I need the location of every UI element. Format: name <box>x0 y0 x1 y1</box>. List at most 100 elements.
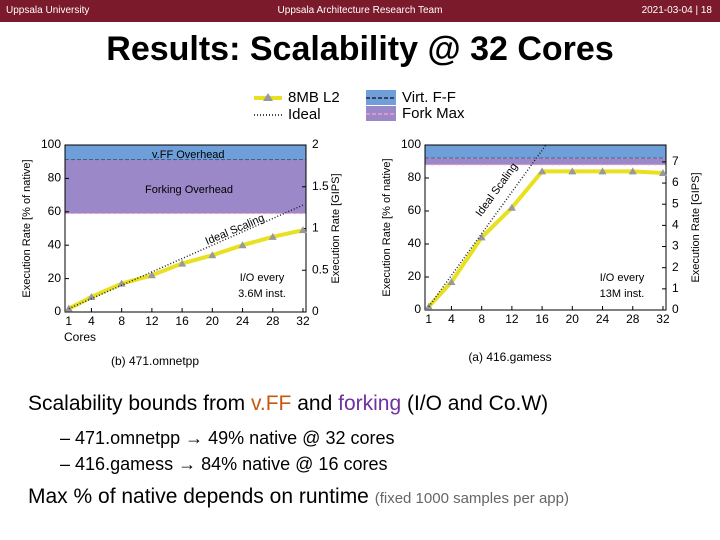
data-point <box>178 259 187 267</box>
x-tick-label: 24 <box>236 314 250 328</box>
y2-tick-label: 0 <box>672 302 679 316</box>
y-tick-label: 40 <box>408 236 422 250</box>
x-tick-label: 8 <box>118 314 125 328</box>
y2-tick-label: 0.5 <box>312 262 329 276</box>
legend-label: Virt. F-F <box>402 89 456 106</box>
x-tick-label: 1 <box>65 314 72 328</box>
annotation: I/O every <box>600 272 645 284</box>
y2-tick-label: 0 <box>312 304 319 318</box>
overhead-band <box>65 160 306 214</box>
y-tick-label: 20 <box>408 269 422 283</box>
y-tick-label: 20 <box>48 271 62 285</box>
legend-label: 8MB L2 <box>288 89 340 106</box>
charts: 8MB L2 Ideal Virt. F-F Fork Max 02040608… <box>20 86 702 369</box>
overhead-band <box>425 158 666 165</box>
annotation: I/O every <box>240 272 285 284</box>
data-point <box>117 279 126 287</box>
data-point <box>447 277 456 285</box>
y-tick-label: 80 <box>48 171 62 185</box>
bullet-text: forking <box>338 392 402 415</box>
data-line <box>427 169 664 309</box>
bullet: Scalability bounds from v.FF and forking… <box>28 392 548 416</box>
y2-tick-label: 1.5 <box>312 179 329 193</box>
slide-title: Results: Scalability @ 32 Cores <box>106 30 614 68</box>
x-axis-label: Cores <box>64 330 96 344</box>
sub-bullet: – 416.gamess → 84% native @ 16 cores <box>60 454 387 475</box>
plot-frame <box>424 144 667 311</box>
y-tick-label: 40 <box>48 237 62 251</box>
legend: 8MB L2 Ideal Virt. F-F Fork Max <box>248 86 472 124</box>
data-point <box>538 167 547 175</box>
y-tick-label: 60 <box>408 203 422 217</box>
y-axis-label: Execution Rate [% of native] <box>21 159 33 297</box>
legend-box <box>248 86 472 124</box>
annotation: Forking Overhead <box>145 184 233 196</box>
annotation: 13M inst. <box>600 288 645 300</box>
bullet-text: Max % of native depends on runtime <box>28 485 375 508</box>
y2-tick-label: 6 <box>672 175 679 189</box>
x-tick-label: 28 <box>626 312 640 326</box>
data-point <box>598 167 607 175</box>
overhead-band <box>425 145 666 159</box>
bullet: Max % of native depends on runtime (fixe… <box>28 485 569 509</box>
data-point <box>298 226 307 234</box>
bullet-text: Scalability bounds from <box>28 392 251 415</box>
bullet-marker: – <box>60 428 71 448</box>
data-point <box>238 241 247 249</box>
bullet-marker: – <box>60 454 71 474</box>
x-tick-label: 16 <box>175 314 189 328</box>
bullet-text: v.FF <box>250 392 292 415</box>
y-tick-label: 0 <box>414 302 421 316</box>
y2-axis-label: Execution Rate [GIPS] <box>690 172 702 282</box>
legend-label: Ideal <box>288 106 321 123</box>
data-point <box>628 167 637 175</box>
y2-tick-label: 2 <box>672 260 679 274</box>
y2-tick-label: 3 <box>672 239 679 253</box>
x-tick-label: 28 <box>266 314 280 328</box>
chart-caption: (b) 471.omnetpp <box>111 354 199 368</box>
bullet-text: (fixed 1000 samples per app) <box>374 490 569 507</box>
y2-tick-label: 1 <box>672 281 679 295</box>
y2-tick-label: 5 <box>672 196 679 210</box>
data-point <box>147 271 156 279</box>
y2-tick-label: 1 <box>312 221 319 235</box>
bullet-text: 416.gamess → 84% native @ 16 cores <box>75 454 388 474</box>
legend-label: Fork Max <box>402 105 465 122</box>
annotation: v.FF Overhead <box>152 149 225 161</box>
data-point <box>268 232 277 240</box>
header-right: 2021-03-04 | 18 <box>641 5 712 16</box>
data-point <box>87 292 96 300</box>
x-tick-label: 20 <box>566 312 580 326</box>
y-axis-label: Execution Rate [% of native] <box>381 158 393 296</box>
y2-tick-label: 4 <box>672 218 679 232</box>
data-point <box>568 167 577 175</box>
header-bar: Uppsala University Uppsala Architecture … <box>0 0 720 22</box>
data-point <box>477 233 486 241</box>
y2-axis-label: Execution Rate [GIPS] <box>330 173 342 283</box>
x-tick-label: 8 <box>478 312 485 326</box>
y2-tick-label: 2 <box>312 137 319 151</box>
data-point <box>507 203 516 211</box>
annotation: 3.6M inst. <box>238 288 286 300</box>
x-tick-label: 32 <box>656 312 670 326</box>
x-tick-label: 1 <box>425 312 432 326</box>
x-tick-label: 4 <box>88 314 95 328</box>
x-tick-label: 12 <box>505 312 519 326</box>
bullet-text: and <box>291 392 339 415</box>
header-center: Uppsala Architecture Research Team <box>277 5 443 16</box>
y-tick-label: 0 <box>54 304 61 318</box>
y-tick-label: 100 <box>401 137 421 151</box>
y-tick-label: 100 <box>41 137 61 151</box>
ideal-line <box>428 145 547 308</box>
x-tick-label: 4 <box>448 312 455 326</box>
data-point <box>658 169 667 177</box>
x-tick-label: 32 <box>296 314 310 328</box>
bullet-text: 471.omnetpp → 49% native @ 32 cores <box>75 428 395 448</box>
sub-bullet: – 471.omnetpp → 49% native @ 32 cores <box>60 428 395 449</box>
x-tick-label: 16 <box>535 312 549 326</box>
x-tick-label: 12 <box>145 314 159 328</box>
y-tick-label: 80 <box>408 170 422 184</box>
x-tick-label: 20 <box>206 314 220 328</box>
chart-caption: (a) 416.gamess <box>468 350 551 364</box>
